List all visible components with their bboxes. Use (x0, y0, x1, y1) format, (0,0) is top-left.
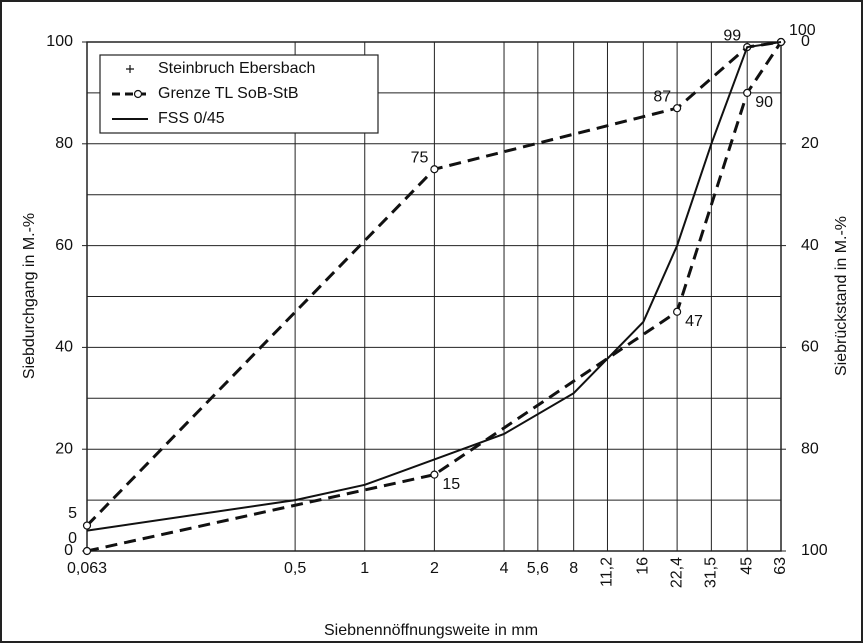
y2-tick-label: 60 (801, 339, 819, 356)
y-tick-label: 0 (64, 542, 73, 559)
data-label: 75 (411, 149, 429, 166)
marker (126, 65, 134, 73)
y2-tick-label: 40 (801, 237, 819, 254)
x-tick-label: 0,5 (284, 560, 306, 577)
x-axis-title: Siebnennöffnungsweite in mm (324, 622, 538, 639)
x-tick-label: 22,4 (668, 557, 685, 588)
x-tick-label: 0,063 (67, 560, 107, 577)
y-tick-label: 80 (55, 135, 73, 152)
marker (82, 521, 92, 530)
marker (82, 546, 92, 556)
y2-tick-label: 100 (801, 542, 828, 559)
marker (743, 88, 752, 98)
marker (430, 165, 439, 174)
marker (673, 307, 682, 316)
y2-tick-label: 0 (801, 33, 810, 50)
legend-label: FSS 0/45 (158, 110, 225, 127)
legend-label: Grenze TL SoB-StB (158, 85, 299, 102)
x-tick-label: 16 (635, 557, 652, 575)
data-label: 15 (442, 476, 460, 493)
x-tick-label: 8 (569, 560, 578, 577)
x-tick-label: 11,2 (599, 557, 616, 587)
y-tick-label: 100 (46, 33, 73, 50)
x-tick-label: 1 (360, 560, 369, 577)
data-label: 5 (68, 505, 77, 522)
y2-tick-label: 80 (801, 440, 819, 457)
x-tick-label: 31,5 (703, 557, 720, 588)
x-tick-label: 45 (738, 557, 755, 575)
y-tick-label: 20 (55, 440, 73, 457)
legend-label: Steinbruch Ebersbach (158, 60, 315, 77)
y2-tick-label: 20 (801, 135, 819, 152)
data-label: 87 (653, 88, 671, 105)
data-label: 99 (723, 27, 741, 44)
marker (430, 470, 439, 479)
y-axis-title: Siebdurchgang in M.-% (21, 213, 38, 379)
x-tick-label: 4 (500, 560, 509, 577)
y-tick-label: 40 (55, 339, 73, 356)
data-label: 100 (789, 22, 816, 39)
marker (673, 104, 682, 113)
y-tick-label: 60 (55, 237, 73, 254)
x-tick-label: 63 (772, 557, 789, 575)
data-label: 90 (755, 94, 773, 111)
series-line (86, 41, 782, 532)
data-label: 47 (685, 313, 703, 330)
data-label: 0 (68, 530, 77, 547)
y2-axis-title: Siebrückstand in M.-% (833, 216, 850, 376)
x-tick-label: 2 (430, 560, 439, 577)
marker (133, 89, 143, 99)
x-tick-label: 5,6 (527, 560, 549, 577)
